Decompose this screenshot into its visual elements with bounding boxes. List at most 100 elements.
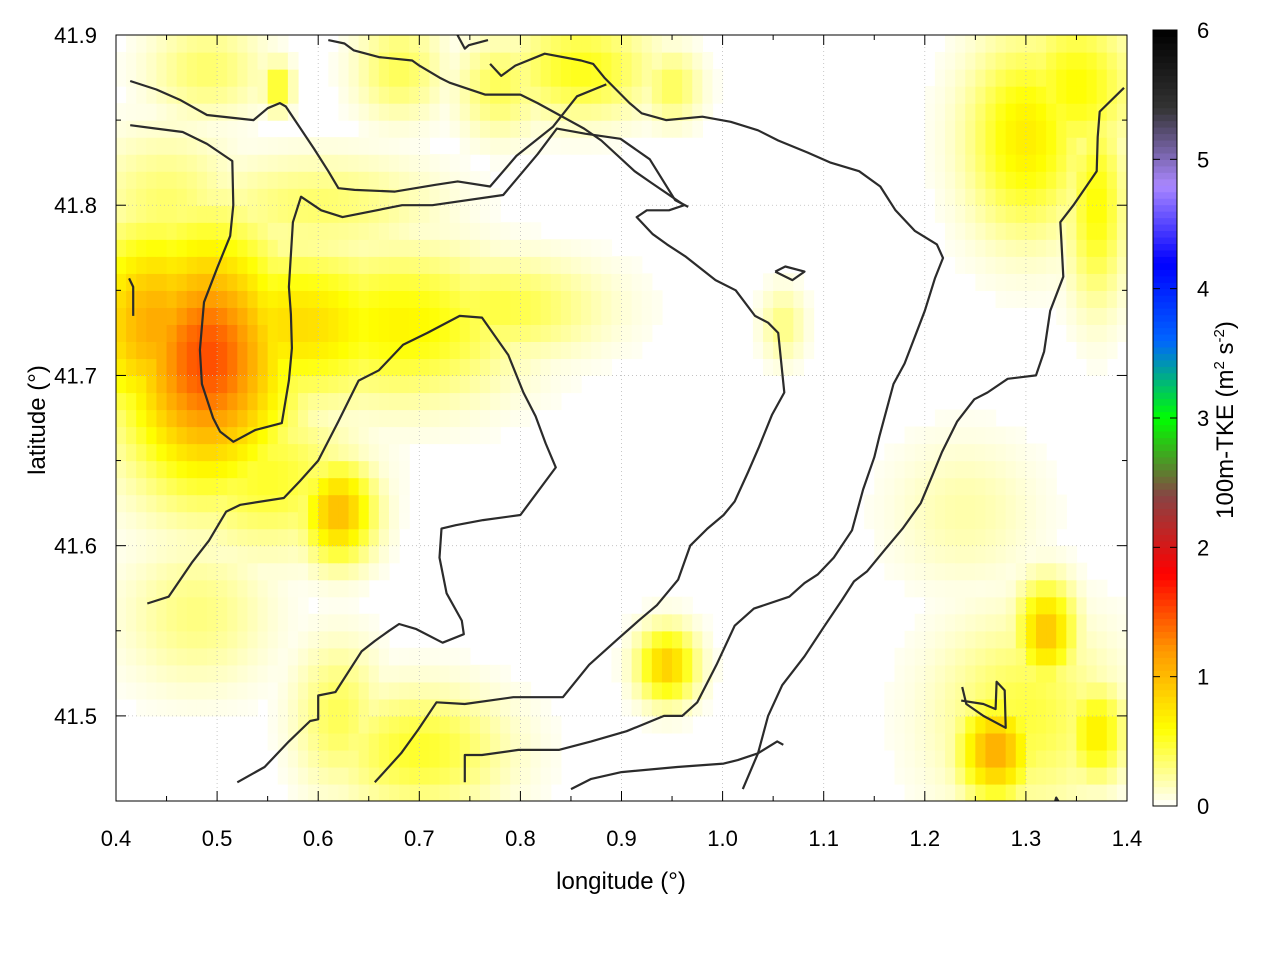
heatmap-cell (924, 511, 936, 530)
heatmap-cell (146, 188, 158, 206)
heatmap-cell (166, 52, 178, 70)
heatmap-cell (388, 698, 400, 717)
heatmap-cell (146, 35, 158, 53)
heatmap-cell (217, 630, 228, 649)
heatmap-cell (449, 375, 461, 394)
heatmap-cell (914, 562, 926, 581)
heatmap-cell (166, 528, 178, 547)
heatmap-cell (591, 120, 602, 138)
heatmap-cell (995, 222, 1007, 240)
heatmap-cell (1005, 545, 1017, 564)
heatmap-cell (126, 222, 137, 240)
heatmap-cell (975, 545, 987, 564)
heatmap-cell (166, 188, 178, 206)
heatmap-cell (358, 528, 370, 547)
heatmap-cell (773, 358, 784, 377)
heatmap-cell (247, 409, 259, 428)
heatmap-cell (126, 460, 137, 479)
heatmap-cell (1096, 273, 1108, 291)
heatmap-cell (308, 324, 319, 342)
colorbar-segment (1153, 489, 1177, 497)
heatmap-cell (348, 307, 360, 325)
heatmap-cell (479, 698, 491, 717)
heatmap-cell (277, 273, 289, 291)
heatmap-cell (945, 579, 956, 598)
heatmap-cell (237, 528, 249, 547)
heatmap-cell (156, 460, 168, 479)
heatmap-cell (388, 715, 400, 734)
heatmap-cell (1015, 562, 1027, 581)
heatmap-cell (409, 715, 420, 734)
heatmap-cell (429, 188, 441, 206)
heatmap-cell (1036, 443, 1047, 462)
heatmap-cell (661, 69, 673, 87)
heatmap-cell (682, 596, 693, 615)
heatmap-cell (591, 324, 602, 342)
heatmap-cell (914, 681, 926, 700)
heatmap-cell (308, 443, 319, 462)
heatmap-cell (510, 375, 521, 394)
heatmap-cell (570, 290, 582, 308)
heatmap-cell (1025, 715, 1037, 734)
heatmap-cell (388, 545, 400, 564)
heatmap-cell (1015, 766, 1027, 785)
heatmap-cell (934, 698, 946, 717)
heatmap-cell (1106, 154, 1118, 172)
heatmap-cell (924, 749, 936, 768)
heatmap-cell (227, 528, 238, 547)
heatmap-cell (217, 511, 228, 530)
heatmap-cell (116, 630, 127, 649)
heatmap-cell (399, 86, 410, 104)
heatmap-cell (419, 732, 431, 751)
heatmap-cell (126, 681, 137, 700)
heatmap-cell (469, 409, 481, 428)
heatmap-cell (904, 460, 916, 479)
heatmap-cell (166, 630, 178, 649)
heatmap-cell (196, 154, 208, 172)
heatmap-cell (1086, 698, 1098, 717)
heatmap-cell (560, 35, 572, 53)
heatmap-cell (1036, 273, 1047, 291)
heatmap-cell (469, 783, 481, 801)
heatmap-cell (479, 205, 491, 223)
heatmap-cell (1025, 154, 1037, 172)
heatmap-cell (945, 120, 956, 138)
heatmap-cell (459, 715, 471, 734)
heatmap-cell (1005, 460, 1017, 479)
heatmap-cell (206, 562, 218, 581)
heatmap-cell (672, 664, 683, 683)
heatmap-cell (1096, 341, 1108, 360)
heatmap-cell (126, 528, 137, 547)
heatmap-cell (308, 307, 319, 325)
heatmap-cell (358, 630, 370, 649)
heatmap-cell (186, 324, 198, 342)
heatmap-cell (308, 341, 319, 360)
y-tick-label: 41.5 (54, 704, 97, 729)
colorbar-segment (1153, 702, 1177, 710)
heatmap-cell (975, 477, 987, 496)
heatmap-cell (945, 477, 956, 496)
heatmap-cell (338, 375, 350, 394)
heatmap-cell (136, 307, 147, 325)
heatmap-cell (368, 647, 380, 666)
heatmap-cell (439, 86, 451, 104)
heatmap-cell (1096, 766, 1108, 785)
colorbar-segment (1153, 224, 1177, 232)
heatmap-cell (378, 528, 390, 547)
heatmap-cell (631, 35, 643, 53)
heatmap-cell (267, 545, 279, 564)
heatmap-cell (469, 256, 481, 274)
heatmap-cell (348, 545, 360, 564)
heatmap-cell (257, 222, 269, 240)
heatmap-cell (641, 647, 653, 666)
heatmap-cell (621, 120, 633, 138)
heatmap-cell (419, 69, 431, 87)
heatmap-cell (237, 698, 249, 717)
heatmap-cell (338, 256, 350, 274)
heatmap-cell (651, 290, 663, 308)
heatmap-cell (217, 392, 228, 411)
heatmap-cell (419, 86, 431, 104)
heatmap-cell (358, 647, 370, 666)
heatmap-cell (1086, 664, 1098, 683)
heatmap-cell (196, 188, 208, 206)
